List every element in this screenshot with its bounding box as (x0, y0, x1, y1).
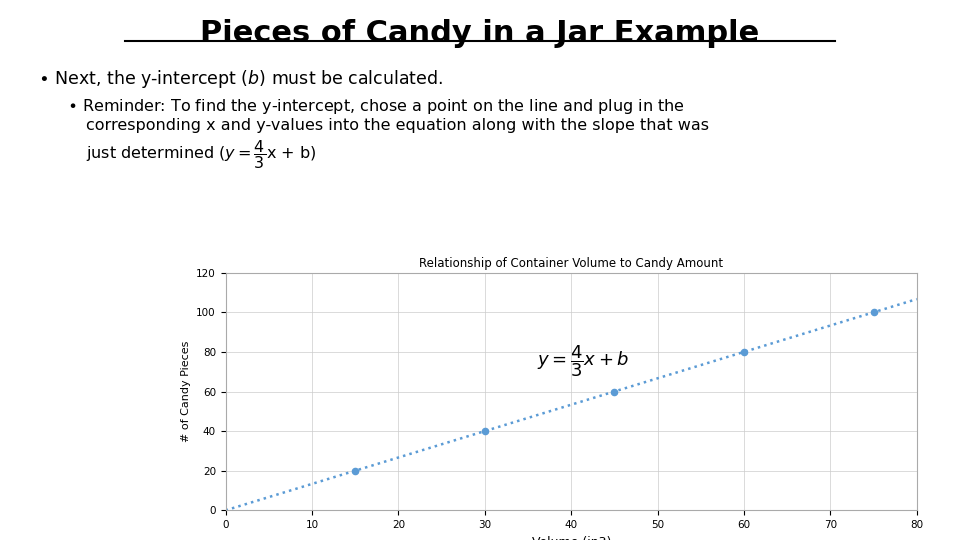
Point (866, 308, 881, 316)
Text: $y = \dfrac{4}{3}x + b$: $y = \dfrac{4}{3}x + b$ (537, 343, 629, 379)
Point (477, 427, 492, 435)
Title: Relationship of Container Volume to Candy Amount: Relationship of Container Volume to Cand… (420, 257, 723, 270)
Text: corresponding x and y-values into the equation along with the slope that was: corresponding x and y-values into the eq… (86, 118, 709, 133)
Text: just determined ($y = \dfrac{4}{3}$x + b): just determined ($y = \dfrac{4}{3}$x + b… (86, 138, 317, 171)
Y-axis label: # of Candy Pieces: # of Candy Pieces (180, 341, 191, 442)
Point (736, 348, 752, 356)
Point (607, 387, 622, 396)
Point (348, 467, 363, 475)
Text: Pieces of Candy in a Jar Example: Pieces of Candy in a Jar Example (201, 19, 759, 48)
Text: $\bullet$ Reminder: To find the y-intercept, chose a point on the line and plug : $\bullet$ Reminder: To find the y-interc… (67, 97, 685, 116)
X-axis label: Volume (in3): Volume (in3) (532, 536, 611, 540)
Text: $\bullet$ Next, the y-intercept ($b$) must be calculated.: $\bullet$ Next, the y-intercept ($b$) mu… (38, 68, 444, 90)
